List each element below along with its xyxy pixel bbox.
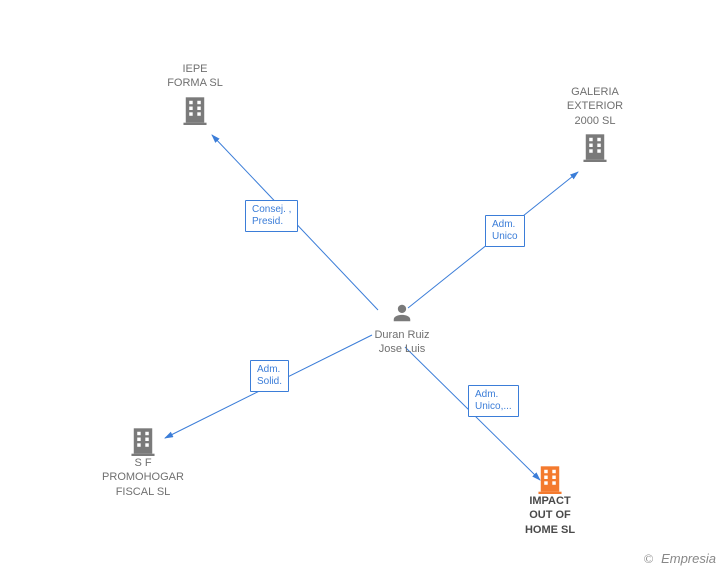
edge-label: Consej. , Presid. [245,200,298,232]
person-icon [391,302,413,324]
node-iepe[interactable]: IEPE FORMA SL [140,62,250,125]
node-label-promohogar: S F PROMOHOGAR FISCAL SL [88,456,198,499]
node-label-center: Duran Ruiz Jose Luis [362,328,442,357]
node-label-impact: IMPACT OUT OF HOME SL [495,494,605,537]
node-label-iepe: IEPE FORMA SL [140,62,250,91]
node-label-galeria: GALERIA EXTERIOR 2000 SL [540,85,650,128]
edge-label: Adm. Unico [485,215,525,247]
node-galeria[interactable]: GALERIA EXTERIOR 2000 SL [540,85,650,162]
node-promohogar[interactable]: S F PROMOHOGAR FISCAL SL [88,422,198,499]
network-diagram: Duran Ruiz Jose Luis IEPE FORMA SL GALER… [0,0,728,575]
attribution-name: Empresia [661,551,716,566]
building-icon [495,464,605,494]
attribution: © Empresia [644,551,716,567]
building-icon [88,426,198,456]
edge-label: Adm. Solid. [250,360,289,392]
node-impact[interactable]: IMPACT OUT OF HOME SL [495,460,605,537]
edge-label: Adm. Unico,... [468,385,519,417]
copyright-symbol: © [644,551,654,566]
node-person-center[interactable]: Duran Ruiz Jose Luis [362,302,442,357]
building-icon [540,132,650,162]
building-icon [140,95,250,125]
